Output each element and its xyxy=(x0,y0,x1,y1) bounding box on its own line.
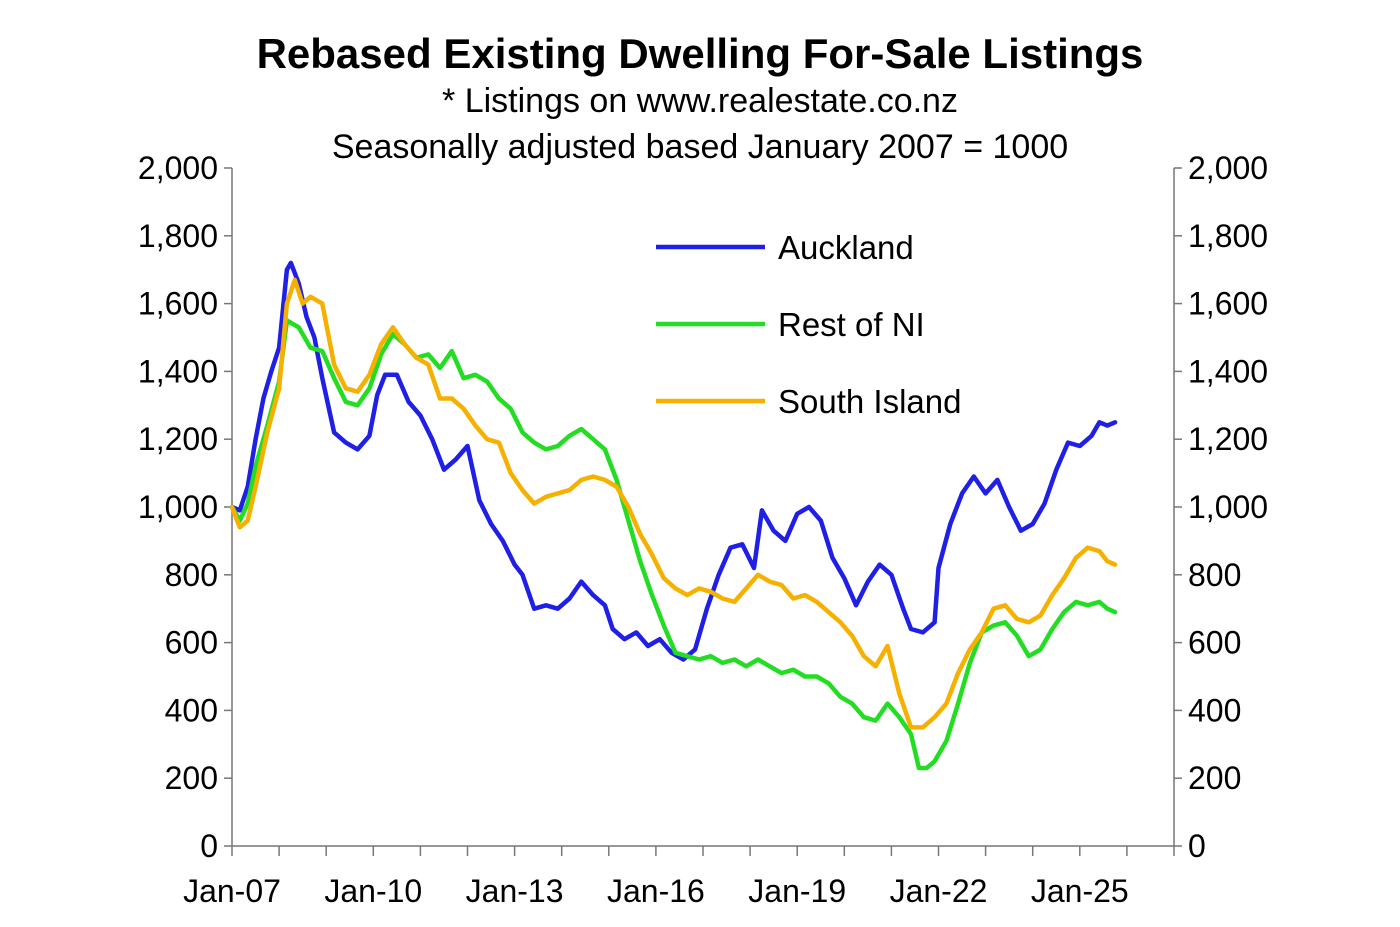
y-tick-label-left: 0 xyxy=(200,828,218,864)
chart-subtitle-source: * Listings on www.realestate.co.nz xyxy=(442,82,958,120)
legend-label-rest-of-ni: Rest of NI xyxy=(778,306,925,343)
chart-title: Rebased Existing Dwelling For-Sale Listi… xyxy=(256,30,1144,77)
y-tick-label-right: 1,200 xyxy=(1188,421,1268,457)
x-tick-label: Jan-22 xyxy=(890,873,988,909)
x-tick-label: Jan-19 xyxy=(748,873,846,909)
x-tick-label: Jan-10 xyxy=(324,873,422,909)
y-tick-label-left: 1,800 xyxy=(138,218,218,254)
y-tick-label-left: 1,400 xyxy=(138,353,218,389)
x-tick-label: Jan-25 xyxy=(1031,873,1129,909)
y-tick-label-right: 400 xyxy=(1188,692,1241,728)
y-tick-label-right: 800 xyxy=(1188,557,1241,593)
series-line-rest-of-ni xyxy=(229,318,1118,771)
y-tick-label-right: 1,800 xyxy=(1188,218,1268,254)
y-tick-label-right: 2,000 xyxy=(1188,150,1268,186)
y-tick-label-left: 600 xyxy=(165,625,218,661)
y-tick-label-left: 1,600 xyxy=(138,286,218,322)
series-line-auckland xyxy=(229,260,1118,662)
x-tick-label: Jan-13 xyxy=(466,873,564,909)
x-tick-label: Jan-07 xyxy=(183,873,281,909)
y-tick-label-left: 800 xyxy=(165,557,218,593)
legend-label-south-island: South Island xyxy=(778,383,961,420)
y-tick-label-left: 2,000 xyxy=(138,150,218,186)
y-tick-label-left: 200 xyxy=(165,760,218,796)
chart-titles: Rebased Existing Dwelling For-Sale Listi… xyxy=(0,30,1400,170)
y-tick-label-right: 0 xyxy=(1188,828,1206,864)
y-tick-label-left: 1,200 xyxy=(138,421,218,457)
y-tick-label-right: 600 xyxy=(1188,625,1241,661)
legend-label-auckland: Auckland xyxy=(778,229,914,266)
y-tick-label-right: 1,000 xyxy=(1188,489,1268,525)
chart-subtitle-basis: Seasonally adjusted based January 2007 =… xyxy=(331,128,1069,166)
y-tick-label-left: 400 xyxy=(165,692,218,728)
y-tick-label-right: 200 xyxy=(1188,760,1241,796)
y-tick-label-right: 1,600 xyxy=(1188,286,1268,322)
series-line-south-island xyxy=(229,277,1118,730)
y-tick-label-right: 1,400 xyxy=(1188,353,1268,389)
x-tick-label: Jan-16 xyxy=(607,873,705,909)
y-tick-label-left: 1,000 xyxy=(138,489,218,525)
